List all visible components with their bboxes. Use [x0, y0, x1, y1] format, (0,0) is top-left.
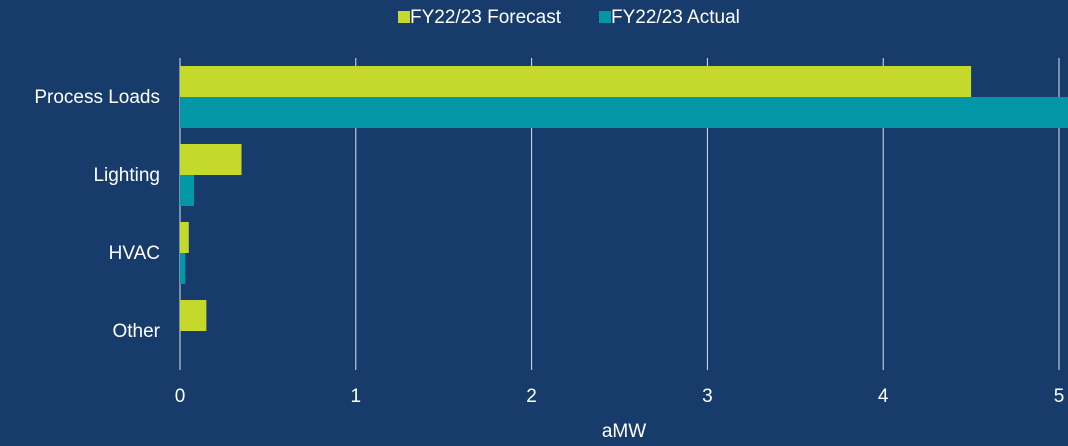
legend-swatch [398, 11, 410, 23]
bars [180, 66, 1068, 331]
bar [180, 253, 186, 284]
y-tick-label: Other [112, 321, 160, 342]
legend-label: FY22/23 Forecast [410, 7, 562, 28]
legend-label: FY22/23 Actual [611, 7, 740, 28]
x-axis-title: aMW [602, 421, 646, 442]
x-tick-label: 5 [1054, 386, 1065, 407]
y-tick-label: Process Loads [34, 87, 160, 108]
bar [180, 175, 195, 206]
bar [180, 300, 207, 331]
x-tick-label: 1 [351, 386, 362, 407]
y-tick-label: Lighting [93, 165, 160, 186]
legend-swatch [599, 11, 611, 23]
x-tick-label: 3 [702, 386, 713, 407]
x-tick-label: 0 [175, 386, 186, 407]
x-tick-label: 4 [878, 386, 889, 407]
y-tick-label: HVAC [109, 243, 160, 264]
x-tick-label: 2 [526, 386, 537, 407]
bar [180, 222, 189, 253]
bar [180, 97, 1068, 128]
bar [180, 66, 972, 97]
bar [180, 144, 242, 175]
